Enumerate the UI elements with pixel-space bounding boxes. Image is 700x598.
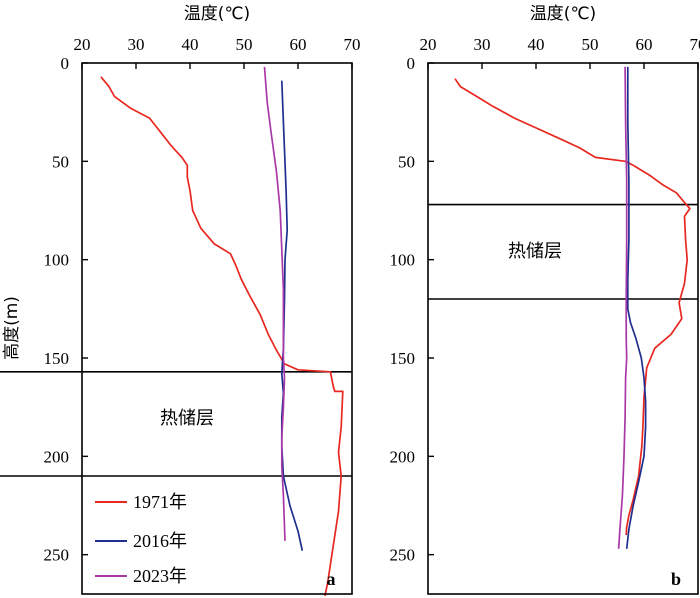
series-line-2023年	[263, 66, 286, 541]
y-tick-label: 50	[52, 152, 69, 171]
legend-label-2023: 2023年	[133, 566, 187, 586]
x-tick-label: 70	[344, 35, 361, 54]
series-line-2023年	[617, 66, 628, 549]
y-ticks-a: 0 50 100 150 200 250	[44, 54, 88, 565]
reservoir-layer-label-b: 热储层	[508, 241, 562, 262]
x-ticks-b: 20 30 40 50 60 70	[420, 35, 700, 69]
reservoir-layer-a: 热储层	[0, 370, 352, 477]
x-tick-label: 50	[582, 35, 599, 54]
plot-frame-a	[81, 62, 353, 595]
reservoir-layer-label-a: 热储层	[160, 408, 214, 429]
x-tick-label: 50	[236, 35, 253, 54]
legend: 1971年 2016年 2023年	[95, 492, 187, 586]
x-tick-label: 60	[636, 35, 653, 54]
y-tick-label: 100	[44, 251, 70, 270]
x-ticks-a: 20 30 40 50 60 70	[74, 35, 361, 69]
x-axis-title-a: 温度(℃)	[184, 4, 250, 24]
y-ticks-b: 0 50 100 150 200 250	[390, 54, 434, 565]
x-tick-label: 40	[528, 35, 545, 54]
y-axis-title: 高度(m)	[2, 296, 22, 360]
y-tick-label: 250	[44, 546, 70, 565]
y-tick-label: 150	[44, 349, 70, 368]
x-tick-label: 70	[690, 35, 700, 54]
series-line-2016年	[280, 80, 304, 551]
y-tick-label: 150	[390, 349, 416, 368]
series-group-b	[454, 66, 691, 549]
x-tick-label: 60	[290, 35, 307, 54]
y-tick-label: 250	[390, 546, 416, 565]
series-line-2016年	[625, 66, 647, 549]
panel-label-b: b	[671, 569, 681, 589]
x-tick-label: 40	[182, 35, 199, 54]
plot-frame-b	[427, 62, 699, 595]
x-tick-label: 30	[474, 35, 491, 54]
legend-label-2016: 2016年	[133, 531, 187, 551]
y-tick-label: 0	[61, 54, 70, 73]
legend-label-1971: 1971年	[133, 492, 187, 512]
panel-a: 温度(℃) 高度(m) 20 30 40 50 60 70 0 50 100 150 200 250…	[0, 4, 361, 597]
x-tick-label: 30	[128, 35, 145, 54]
y-tick-label: 50	[398, 152, 415, 171]
y-tick-label: 100	[390, 251, 416, 270]
reservoir-layer-b: 热储层	[428, 203, 698, 300]
x-tick-label: 20	[420, 35, 437, 54]
series-line-1971年	[454, 78, 691, 536]
series-line-1971年	[100, 76, 344, 597]
y-tick-label: 200	[44, 447, 70, 466]
y-tick-label: 200	[390, 447, 416, 466]
x-axis-title-b: 温度(℃)	[530, 4, 596, 24]
series-group-a	[100, 66, 344, 597]
x-tick-label: 20	[74, 35, 91, 54]
panel-b: 温度(℃) 20 30 40 50 60 70 0 50 100 150 200 250 热储层 b	[390, 4, 700, 595]
y-tick-label: 0	[407, 54, 416, 73]
panel-label-a: a	[327, 569, 336, 589]
